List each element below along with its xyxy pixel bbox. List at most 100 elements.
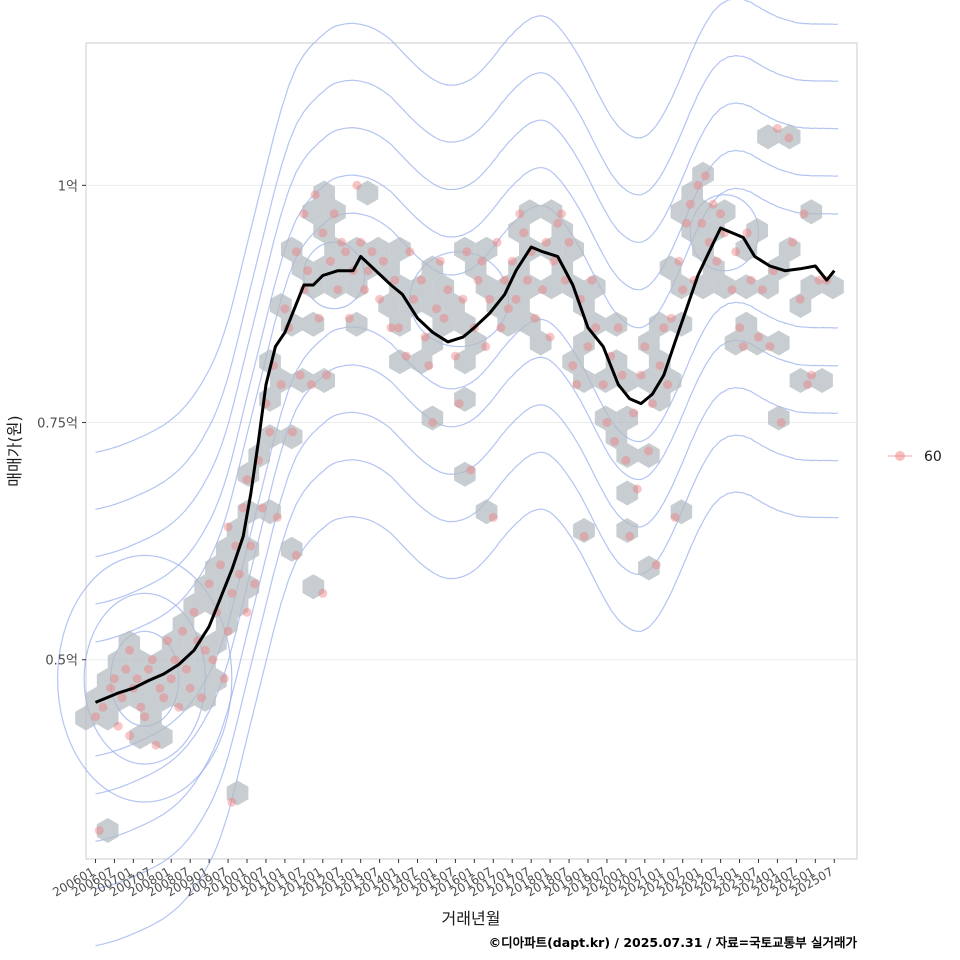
hex-bin bbox=[529, 330, 552, 356]
data-point bbox=[697, 218, 707, 228]
data-point bbox=[322, 370, 332, 380]
data-point bbox=[549, 256, 559, 266]
data-point bbox=[496, 323, 506, 333]
data-point bbox=[716, 209, 726, 219]
data-point bbox=[352, 180, 362, 190]
data-point bbox=[125, 645, 135, 655]
hex-bin bbox=[638, 443, 660, 468]
hex-bin bbox=[378, 255, 400, 281]
hex-bin bbox=[280, 236, 303, 262]
hex-bin bbox=[519, 199, 541, 225]
contour-line bbox=[95, 102, 839, 558]
hex-bin bbox=[96, 818, 119, 843]
hex-bin bbox=[454, 349, 476, 375]
y-axis-ticks: 0.5억 0.75억 1억 bbox=[37, 179, 86, 669]
hex-bin bbox=[313, 368, 335, 393]
data-point bbox=[140, 712, 150, 722]
hex-bin bbox=[183, 630, 206, 656]
hex-bin bbox=[367, 236, 390, 262]
data-point bbox=[466, 465, 476, 475]
hex-bin bbox=[313, 218, 335, 243]
hex-bin bbox=[800, 274, 823, 300]
data-point bbox=[288, 427, 297, 437]
data-point bbox=[375, 294, 385, 304]
data-point bbox=[265, 427, 275, 437]
data-point bbox=[530, 313, 540, 323]
data-point bbox=[701, 171, 710, 181]
hex-bin bbox=[215, 611, 238, 637]
hex-bin bbox=[259, 499, 281, 525]
data-point bbox=[178, 626, 188, 636]
data-point bbox=[538, 285, 547, 295]
data-point bbox=[682, 218, 691, 228]
data-point bbox=[242, 607, 252, 617]
hex-bin bbox=[140, 705, 162, 731]
hex-bin bbox=[345, 311, 368, 337]
data-point bbox=[106, 683, 116, 693]
hex-bin bbox=[356, 255, 379, 281]
data-point bbox=[500, 275, 510, 285]
y-tick-label: 1억 bbox=[58, 179, 78, 194]
data-point bbox=[98, 702, 108, 712]
data-point bbox=[545, 332, 555, 342]
data-point bbox=[234, 569, 244, 579]
data-point bbox=[795, 294, 805, 304]
data-point bbox=[250, 579, 260, 589]
hex-bin bbox=[757, 124, 779, 150]
hex-bin bbox=[356, 180, 379, 206]
data-point bbox=[587, 275, 597, 285]
data-point bbox=[454, 399, 464, 409]
hex-bin bbox=[194, 649, 216, 675]
data-point bbox=[435, 256, 445, 266]
hex-bin bbox=[703, 218, 725, 243]
hex-bin bbox=[746, 330, 768, 356]
data-point bbox=[477, 256, 487, 266]
data-point bbox=[666, 313, 676, 323]
hex-bin bbox=[151, 649, 173, 675]
hex-bin bbox=[540, 274, 563, 300]
data-point bbox=[621, 456, 631, 465]
hex-bin bbox=[713, 199, 736, 225]
hex-bin bbox=[75, 705, 97, 731]
data-point bbox=[189, 607, 199, 617]
hex-bin bbox=[259, 424, 281, 450]
hex-bin bbox=[215, 536, 238, 562]
legend-label: 60 bbox=[924, 449, 942, 465]
hex-bins bbox=[75, 124, 844, 843]
data-point bbox=[712, 256, 722, 266]
hex-bin bbox=[692, 161, 714, 187]
data-point bbox=[640, 342, 650, 352]
data-point bbox=[731, 247, 741, 257]
data-point bbox=[344, 313, 354, 323]
hex-bin bbox=[670, 199, 693, 225]
data-point bbox=[310, 190, 320, 200]
data-point bbox=[647, 399, 657, 409]
hex-bin bbox=[226, 780, 249, 806]
trend-line bbox=[94, 226, 836, 704]
contour-line bbox=[95, 0, 839, 453]
data-point bbox=[564, 237, 574, 247]
hex-bin bbox=[129, 686, 151, 712]
data-point bbox=[784, 133, 794, 143]
data-point bbox=[674, 256, 684, 266]
data-point bbox=[450, 351, 460, 361]
hex-bin bbox=[584, 274, 606, 300]
data-point bbox=[363, 266, 373, 276]
data-point bbox=[356, 237, 366, 247]
data-point bbox=[390, 275, 400, 285]
hex-bin bbox=[172, 611, 195, 637]
data-point bbox=[572, 380, 582, 390]
hex-bin bbox=[291, 368, 314, 393]
data-point bbox=[814, 275, 824, 285]
data-point bbox=[219, 674, 229, 684]
hex-bin bbox=[724, 330, 747, 356]
hex-bin bbox=[194, 574, 216, 600]
hex-bin bbox=[107, 649, 130, 675]
data-point bbox=[754, 332, 763, 342]
trend-line-group bbox=[94, 226, 836, 704]
contour-line bbox=[95, 434, 839, 890]
contour-line bbox=[95, 149, 839, 605]
hex-bin bbox=[302, 311, 325, 337]
hex-bin bbox=[302, 574, 325, 600]
